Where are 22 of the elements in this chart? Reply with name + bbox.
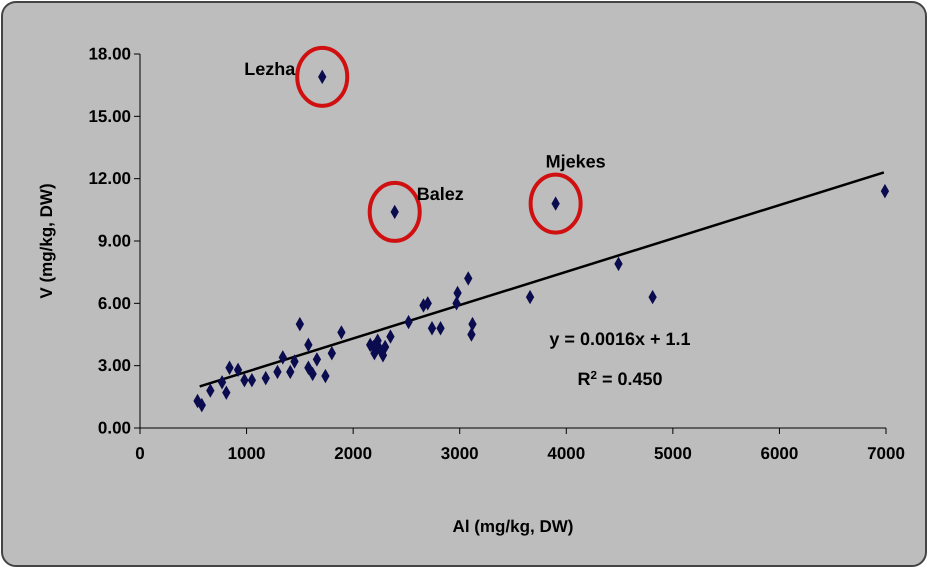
x-tick-label: 2000 xyxy=(334,444,372,464)
x-tick-label: 6000 xyxy=(760,444,798,464)
y-axis-title: V (mg/kg, DW) xyxy=(37,183,56,299)
x-tick-label: 1000 xyxy=(228,444,266,464)
x-axis-title: Al (mg/kg, DW) xyxy=(452,517,574,536)
x-tick-label: 0 xyxy=(135,444,145,464)
y-tick-label: 3.00 xyxy=(98,356,131,376)
x-tick-label: 3000 xyxy=(440,444,479,464)
y-tick-label: 9.00 xyxy=(98,231,131,250)
y-tick-label: 12.00 xyxy=(88,169,131,188)
x-tick-label: 5000 xyxy=(654,444,692,464)
x-tick-label: 4000 xyxy=(547,444,586,464)
y-tick-label: 6.00 xyxy=(98,294,131,313)
annotation: y = 0.0016x + 1.1 xyxy=(549,329,691,349)
x-tick-label: 7000 xyxy=(867,444,905,464)
annotation: Balez xyxy=(416,184,464,204)
annotation: R$^{2}$ = 0.450 xyxy=(577,368,663,389)
y-tick-label: 0.00 xyxy=(98,418,131,438)
annotation: Lezha xyxy=(244,58,296,79)
annotation: Mjekes xyxy=(546,152,606,172)
y-tick-label: 18.00 xyxy=(88,44,131,64)
y-tick-label: 15.00 xyxy=(88,106,131,126)
